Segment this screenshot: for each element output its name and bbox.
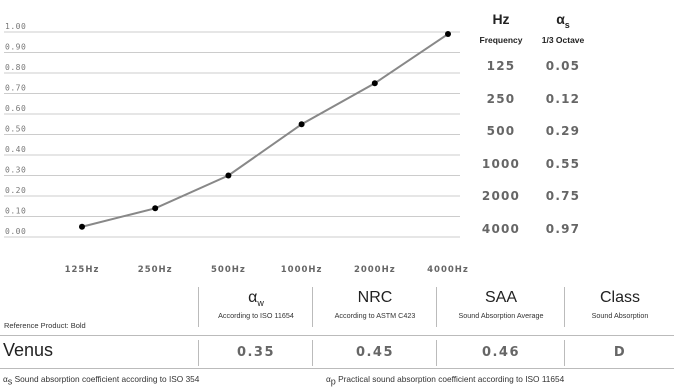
absorption-value: 0.97 xyxy=(545,221,581,236)
frequency-label: Frequency xyxy=(479,35,523,45)
saa-column-header: SAA Sound Absorption Average xyxy=(436,287,565,327)
y-tick-label: 0.60 xyxy=(5,104,26,113)
frequency-row: 125 0.05 xyxy=(470,50,594,83)
frequency-value: 2000 xyxy=(481,189,521,204)
y-tick-label: 0.00 xyxy=(5,227,26,236)
hz-header: Hz xyxy=(492,11,510,27)
y-tick-label: 0.50 xyxy=(5,125,26,134)
absorption-value: 0.05 xyxy=(545,59,581,73)
absorption-value: 0.55 xyxy=(545,156,581,171)
alpha-w-column-header: αw According to ISO 11654 xyxy=(198,287,313,327)
x-tick-label: 250Hz xyxy=(138,265,173,275)
table-bottom-line xyxy=(0,368,674,369)
frequency-table: Hz αs Frequency 1/3 Octave 125 0.05 250 0.1… xyxy=(470,8,594,246)
class-value: D xyxy=(564,340,674,366)
x-tick-label: 1000Hz xyxy=(281,265,323,275)
y-tick-label: 0.10 xyxy=(5,207,26,216)
x-tick-label: 125Hz xyxy=(65,265,100,275)
class-column-header: Class Sound Absorption xyxy=(564,287,674,327)
frequency-row: 500 0.29 xyxy=(470,115,594,148)
absorption-value: 0.75 xyxy=(545,189,581,204)
reference-product-label: Reference Product: Bold xyxy=(4,321,86,330)
data-point xyxy=(298,121,305,128)
y-tick-label: 1.00 xyxy=(5,22,26,31)
table-divider xyxy=(0,335,674,336)
x-tick-label: 2000Hz xyxy=(354,265,396,275)
data-point xyxy=(445,31,451,38)
data-point xyxy=(152,205,159,212)
frequency-row: 2000 0.75 xyxy=(470,180,594,213)
data-point xyxy=(79,223,85,230)
octave-label: 1/3 Octave xyxy=(541,35,585,45)
frequency-value: 500 xyxy=(486,124,516,139)
alpha-header: αs xyxy=(556,11,570,30)
y-tick-label: 0.80 xyxy=(5,63,26,72)
frequency-row: 1000 0.55 xyxy=(470,148,594,181)
x-tick-label: 500Hz xyxy=(211,265,246,275)
absorption-series-line xyxy=(81,33,449,228)
data-point xyxy=(225,172,232,179)
nrc-value: 0.45 xyxy=(312,340,437,366)
x-tick-label: 4000Hz xyxy=(427,265,469,275)
y-tick-label: 0.90 xyxy=(5,43,26,52)
y-tick-label: 0.70 xyxy=(5,84,26,93)
product-name: Venus xyxy=(3,340,54,360)
data-point xyxy=(371,80,378,87)
footnote-alpha-s: αs Sound absorption coefficient accordin… xyxy=(3,374,200,387)
frequency-value: 250 xyxy=(486,91,516,106)
frequency-row: 4000 0.97 xyxy=(470,213,594,246)
y-tick-label: 0.20 xyxy=(5,186,26,195)
frequency-value: 4000 xyxy=(481,221,521,236)
nrc-column-header: NRC According to ASTM C423 xyxy=(312,287,437,327)
y-tick-label: 0.40 xyxy=(5,145,26,154)
frequency-value: 1000 xyxy=(481,156,521,171)
frequency-row: 250 0.12 xyxy=(470,83,594,116)
footnote-alpha-p: αp Practical sound absorption coefficien… xyxy=(326,374,565,387)
saa-value: 0.46 xyxy=(436,340,565,366)
frequency-value: 125 xyxy=(486,59,516,73)
y-tick-label: 0.30 xyxy=(5,166,26,175)
ratings-header: αw According to ISO 11654 NRC According … xyxy=(0,287,674,327)
alpha-w-value: 0.35 xyxy=(198,340,313,366)
absorption-value: 0.12 xyxy=(545,91,581,106)
absorption-chart: 0.00 0.10 0.20 0.30 0.40 0.50 0.60 0.70 0.80 0.90… xyxy=(4,22,469,275)
absorption-value: 0.29 xyxy=(545,124,581,139)
